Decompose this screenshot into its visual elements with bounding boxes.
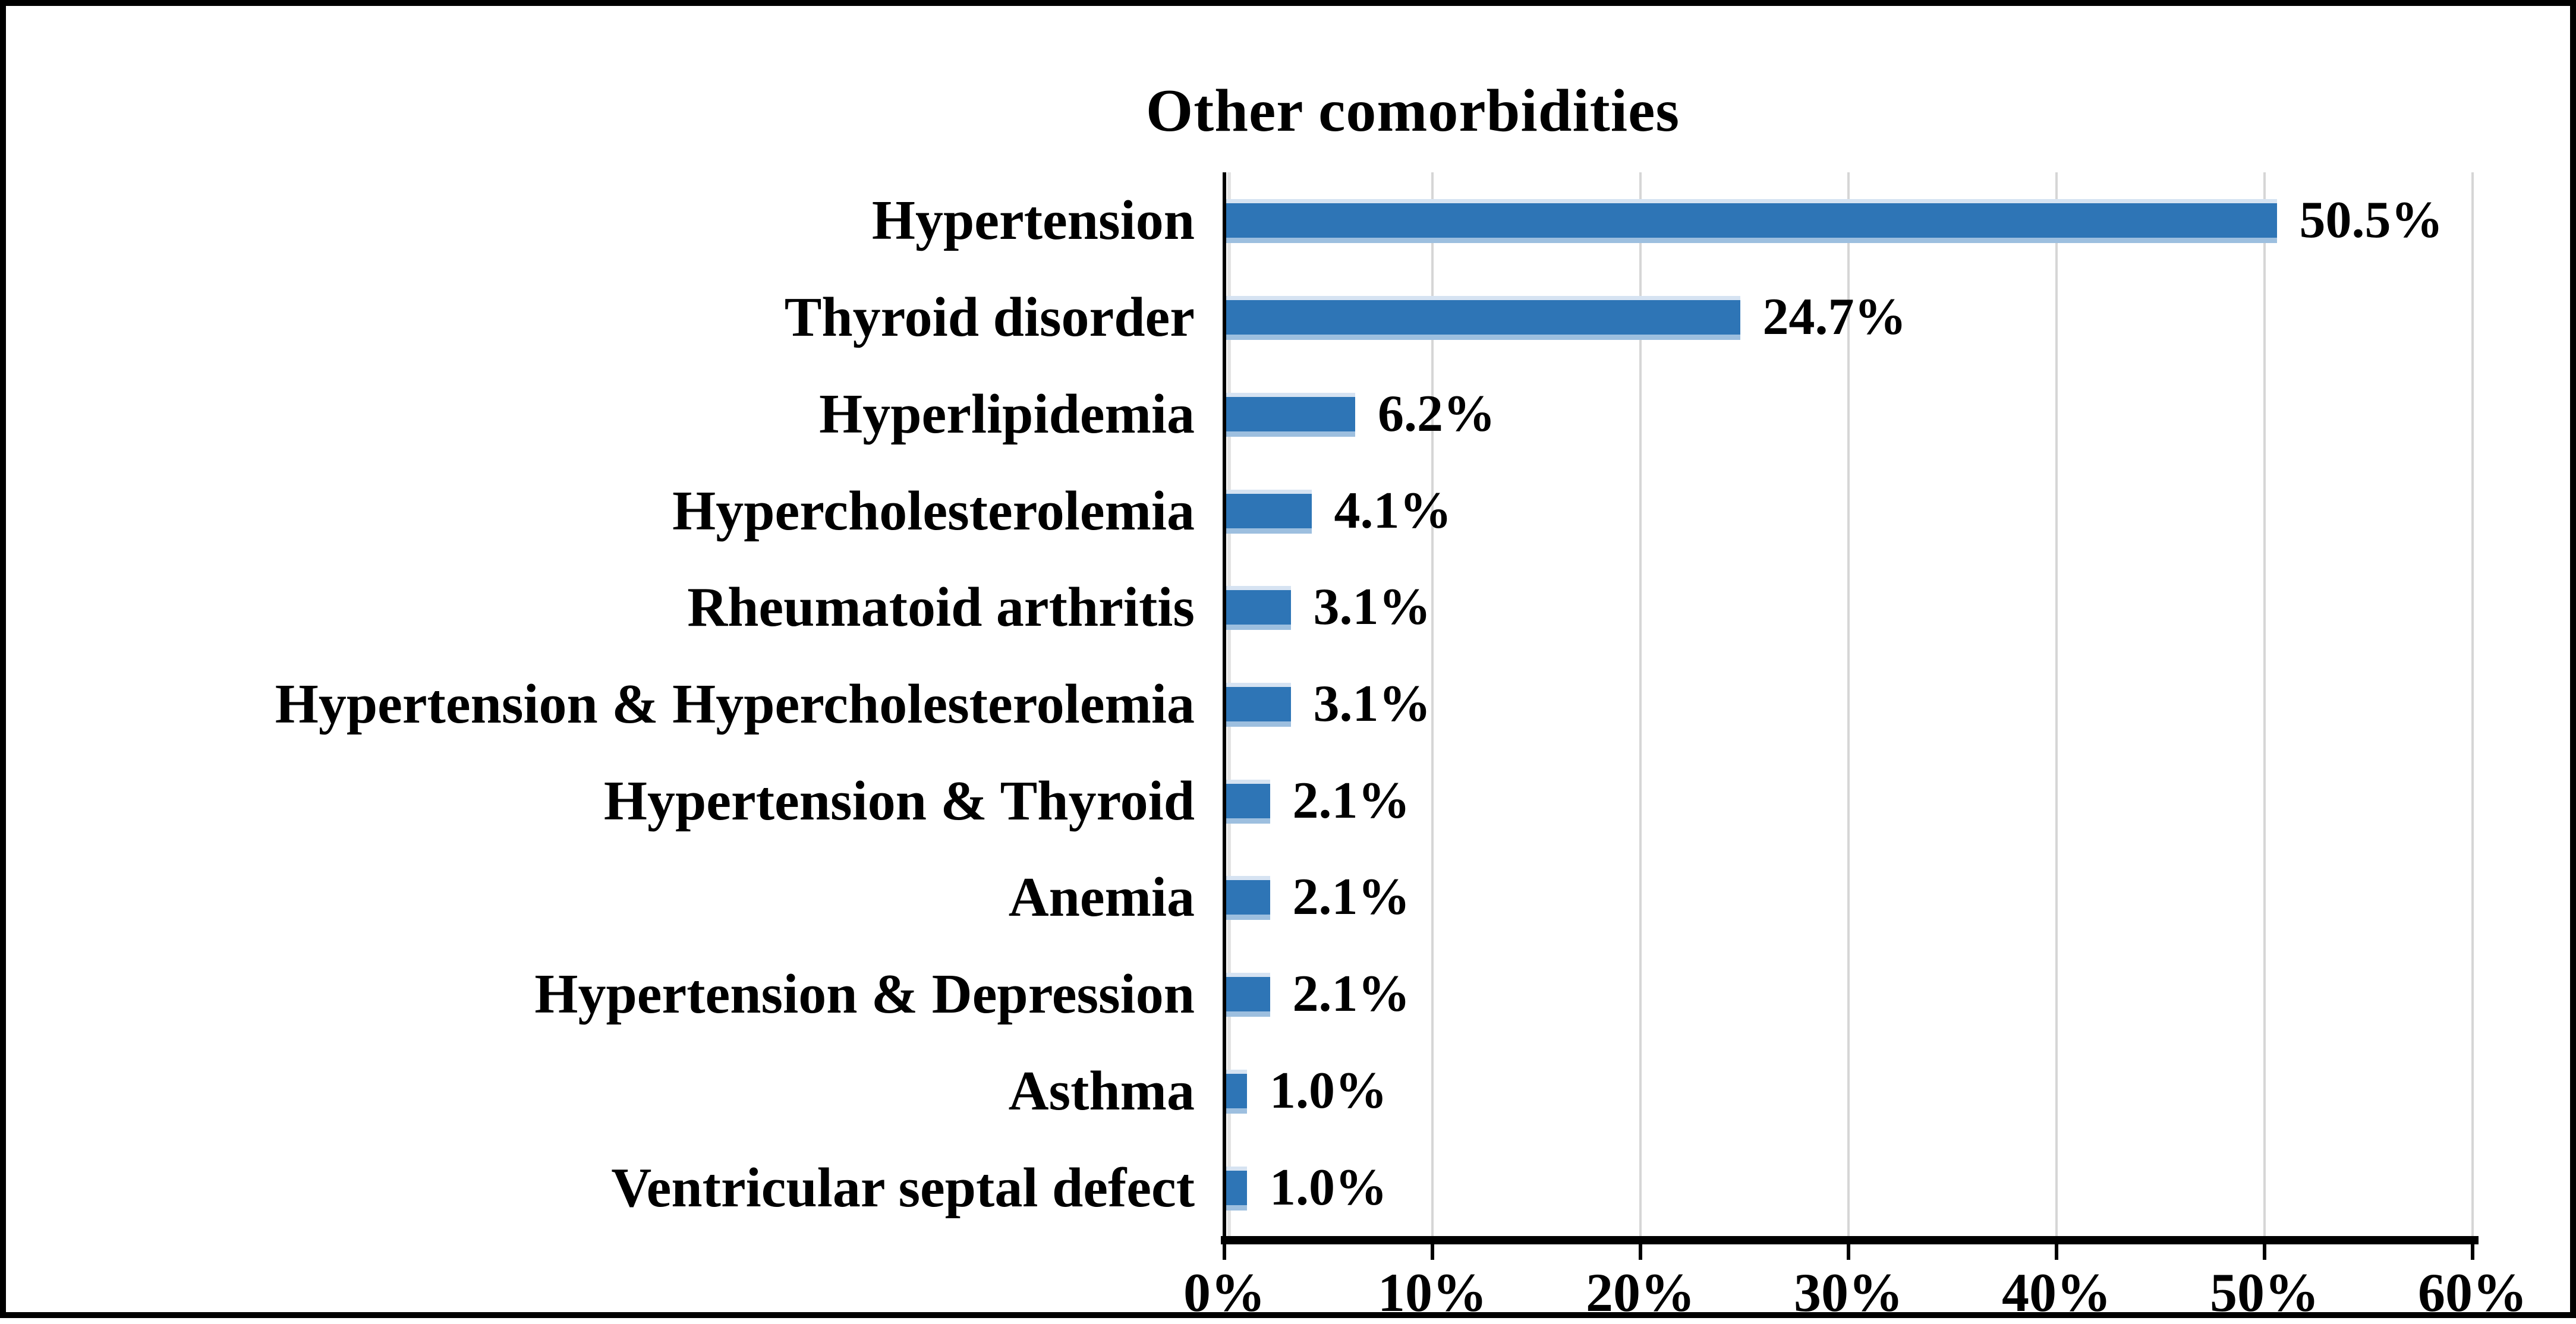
bar xyxy=(1226,687,1291,721)
gridline xyxy=(1431,172,1434,1236)
x-tick-label: 10% xyxy=(1378,1262,1487,1323)
x-axis-line xyxy=(1221,1236,2479,1244)
category-label: Anemia xyxy=(1008,866,1195,929)
value-label: 24.7% xyxy=(1762,288,1907,346)
value-label: 4.1% xyxy=(1334,481,1452,540)
x-tick-label: 30% xyxy=(1794,1262,1903,1323)
x-tick-label: 40% xyxy=(2002,1262,2111,1323)
category-label: Asthma xyxy=(1008,1060,1195,1122)
category-label: Rheumatoid arthritis xyxy=(687,576,1195,639)
bar xyxy=(1226,493,1312,528)
x-tick-label: 20% xyxy=(1586,1262,1695,1323)
x-axis-tick xyxy=(1847,1236,1850,1260)
value-label: 1.0% xyxy=(1270,1158,1387,1216)
value-label: 1.0% xyxy=(1270,1061,1387,1120)
chart-title: Other comorbidities xyxy=(1145,77,1680,144)
plot-area: 0% 10% 20% 30% 40% 50% 60% Hypertension 50.5% Thy… xyxy=(6,6,2570,1323)
value-label: 50.5% xyxy=(2299,191,2443,250)
bar xyxy=(1226,783,1270,818)
x-axis-tick xyxy=(1223,1236,1226,1260)
x-tick-label: 0% xyxy=(1183,1262,1265,1323)
bar xyxy=(1226,300,1740,335)
value-label: 2.1% xyxy=(1292,965,1410,1023)
bar xyxy=(1226,880,1270,915)
gridline xyxy=(2263,172,2266,1236)
value-label: 2.1% xyxy=(1292,771,1410,830)
value-label: 3.1% xyxy=(1313,578,1431,636)
category-label: Hypertension & Thyroid xyxy=(603,770,1195,832)
category-label: Hypercholesterolemia xyxy=(672,480,1195,542)
category-label: Hypertension & Hypercholesterolemia xyxy=(275,673,1195,735)
category-label: Hypertension xyxy=(871,190,1195,252)
gridline xyxy=(2055,172,2058,1236)
x-axis-tick xyxy=(1431,1236,1434,1260)
bar xyxy=(1226,977,1270,1012)
bar xyxy=(1226,396,1355,431)
x-axis-tick xyxy=(2055,1236,2058,1260)
bar xyxy=(1226,1170,1247,1205)
bar xyxy=(1226,1073,1247,1108)
category-label: Ventricular septal defect xyxy=(611,1156,1195,1219)
value-label: 6.2% xyxy=(1378,384,1495,443)
x-axis-tick xyxy=(1639,1236,1642,1260)
gridline xyxy=(2471,172,2474,1236)
x-axis-tick xyxy=(2263,1236,2266,1260)
category-label: Thyroid disorder xyxy=(784,286,1195,349)
category-label: Hyperlipidemia xyxy=(819,383,1195,445)
category-label: Hypertension & Depression xyxy=(534,963,1195,1026)
y-axis-line xyxy=(1223,172,1226,1244)
x-tick-label: 50% xyxy=(2210,1262,2319,1323)
gridline xyxy=(1847,172,1850,1236)
bar xyxy=(1226,590,1291,625)
x-axis-tick xyxy=(2471,1236,2474,1260)
value-label: 2.1% xyxy=(1292,868,1410,926)
bar xyxy=(1226,203,2277,238)
value-label: 3.1% xyxy=(1313,675,1431,733)
gridline xyxy=(1639,172,1642,1236)
x-tick-label: 60% xyxy=(2418,1262,2527,1323)
